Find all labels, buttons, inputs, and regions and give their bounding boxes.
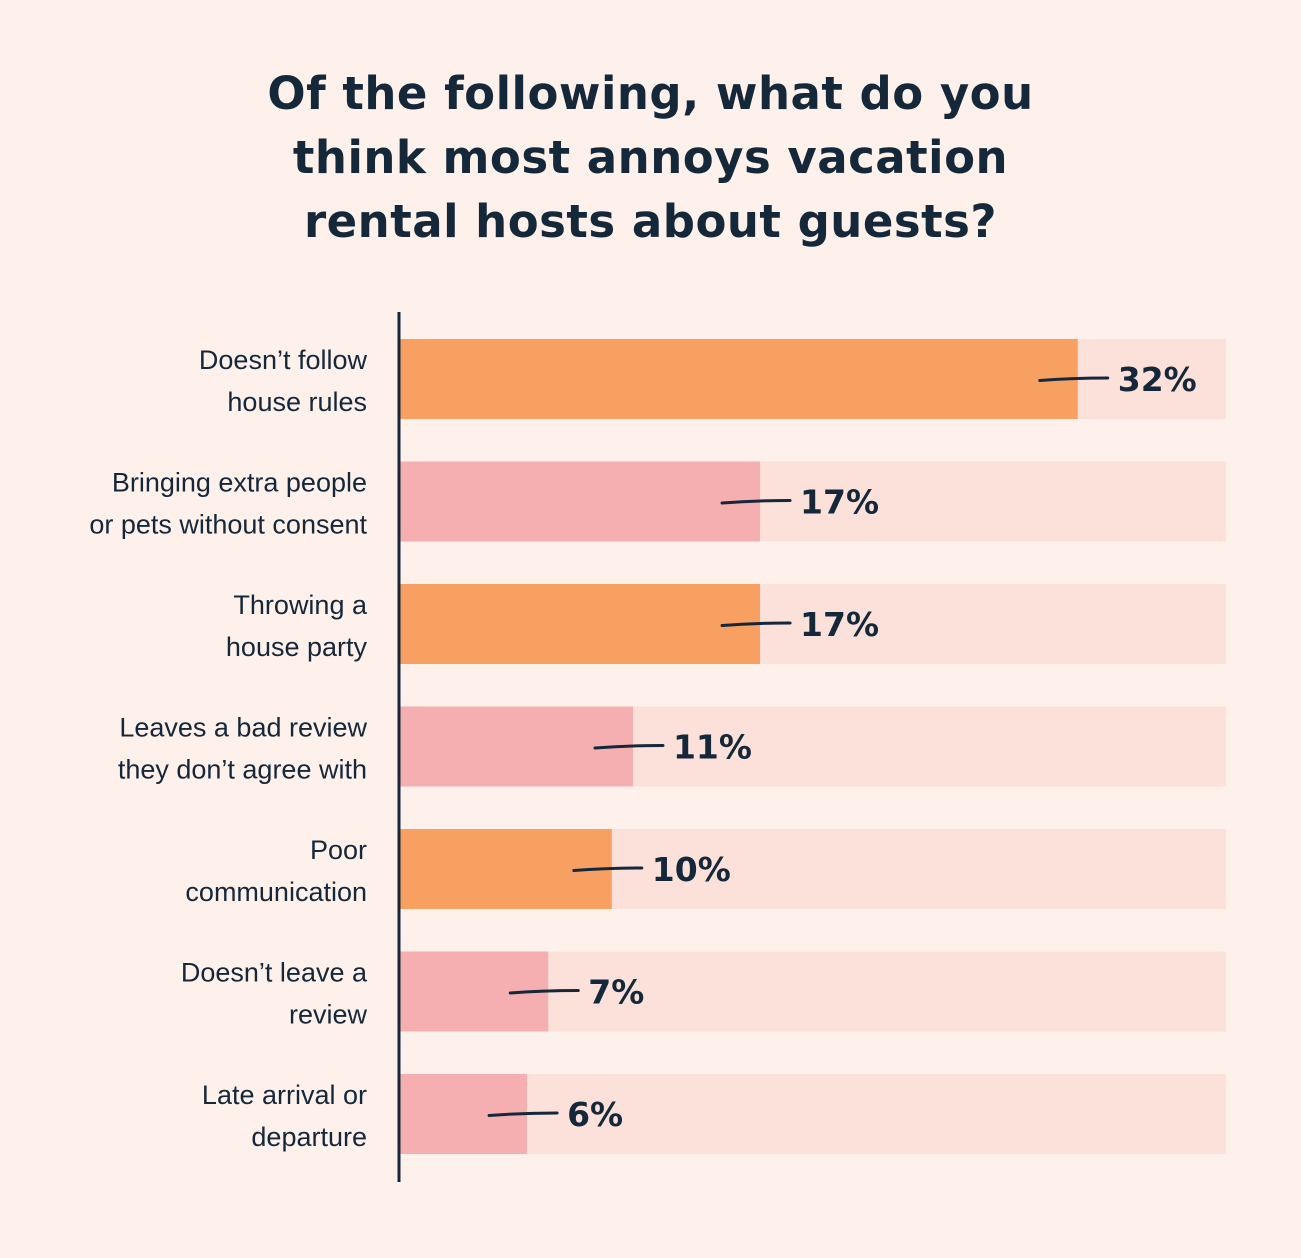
category-label: Late arrival or	[202, 1080, 367, 1110]
category-label: or pets without consent	[89, 510, 367, 540]
data-label: 6%	[567, 1095, 623, 1134]
data-label: 17%	[800, 483, 879, 522]
chart-title-line-3: rental hosts about guests?	[303, 195, 998, 248]
category-label: review	[289, 1000, 368, 1030]
chart-title: Of the following, what do you think most…	[150, 62, 1151, 254]
data-label: 17%	[800, 605, 879, 644]
category-label: house rules	[227, 387, 367, 417]
data-label: 7%	[588, 973, 644, 1012]
bar	[400, 461, 761, 542]
category-label: Doesn’t follow	[199, 345, 368, 375]
category-label: departure	[251, 1122, 367, 1152]
bars-layer: 32% Doesn’t follow house rules 17% Bringing …	[89, 339, 1226, 1154]
leader-line	[572, 866, 644, 872]
bar	[400, 706, 633, 787]
leader-line	[593, 744, 665, 750]
data-label: 11%	[673, 728, 752, 767]
leader-line	[720, 621, 792, 627]
leader-line	[1038, 376, 1110, 382]
leader-line	[487, 1111, 559, 1117]
category-label: house party	[226, 632, 368, 662]
data-label: 10%	[652, 850, 731, 889]
data-label: 32%	[1118, 360, 1197, 399]
leader-line	[508, 989, 580, 995]
chart-title-line-2: think most annoys vacation	[292, 131, 1009, 184]
bar	[400, 584, 761, 664]
category-label: communication	[185, 877, 367, 907]
category-label: Poor	[310, 835, 367, 865]
category-label: Doesn’t leave a	[181, 958, 368, 988]
category-label: Throwing a	[233, 590, 368, 620]
category-label: Leaves a bad review	[119, 713, 367, 743]
chart-title-line-1: Of the following, what do you	[267, 67, 1034, 120]
category-label: Bringing extra people	[112, 468, 367, 498]
leader-line	[720, 499, 792, 505]
bar	[400, 339, 1078, 419]
category-label: they don’t agree with	[118, 755, 367, 785]
